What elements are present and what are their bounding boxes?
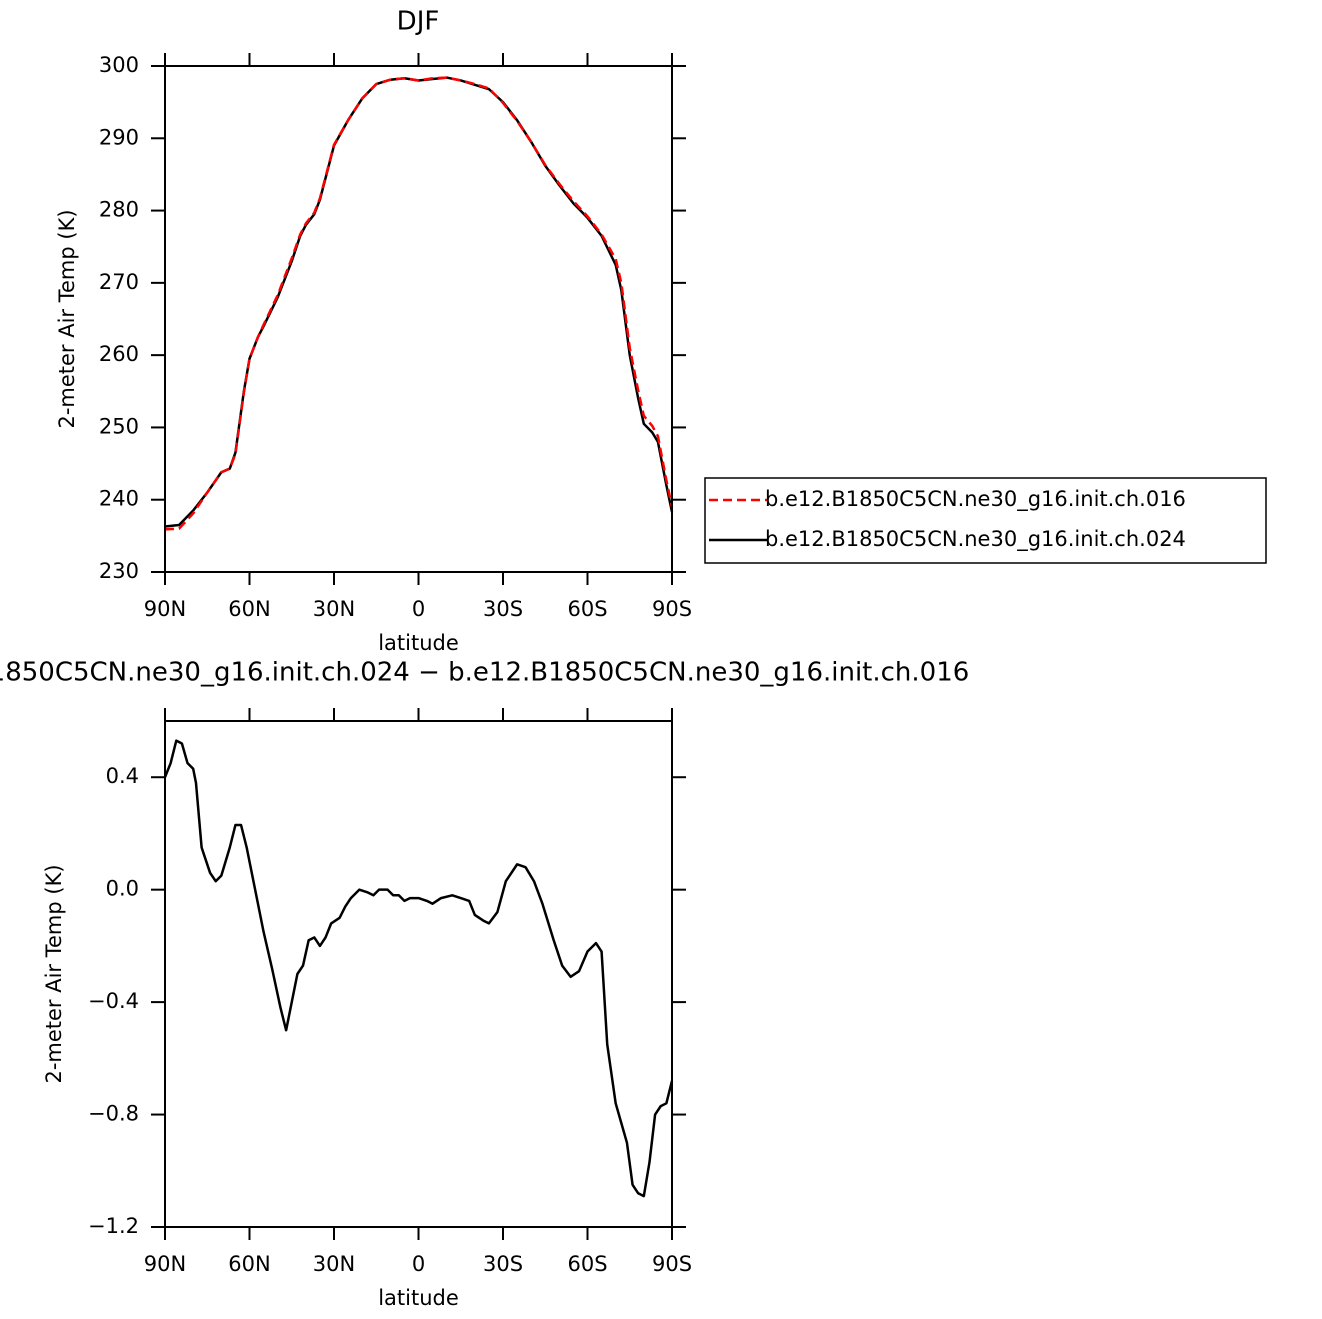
y-tick-label: −0.4 [88,989,139,1013]
x-tick-label: 60S [567,597,607,621]
legend-label: b.e12.B1850C5CN.ne30_g16.init.ch.016 [765,487,1186,512]
x-tick-label: 30N [313,597,355,621]
y-tick-label: −1.2 [88,1214,139,1238]
legend-label: b.e12.B1850C5CN.ne30_g16.init.ch.024 [765,527,1186,552]
x-axis-label: latitude [378,631,459,655]
x-tick-label: 30S [483,597,523,621]
y-tick-label: 300 [99,53,139,77]
y-tick-label: 280 [99,198,139,222]
x-axis-label: latitude [378,1286,459,1310]
x-tick-label: 90N [144,1252,186,1276]
x-tick-label: 30N [313,1252,355,1276]
y-tick-label: 240 [99,487,139,511]
y-axis-label: 2-meter Air Temp (K) [42,864,66,1083]
x-tick-label: 60S [567,1252,607,1276]
x-tick-label: 0 [412,1252,425,1276]
y-tick-label: 250 [99,414,139,438]
x-tick-label: 0 [412,597,425,621]
x-tick-label: 90N [144,597,186,621]
plot-frame [164,720,673,1228]
plot-frame [164,65,673,573]
y-tick-label: 270 [99,270,139,294]
x-tick-label: 90S [652,1252,692,1276]
y-tick-label: 290 [99,125,139,149]
data-line [164,76,674,528]
y-tick-label: 230 [99,559,139,583]
y-tick-label: 0.0 [106,877,139,901]
y-tick-label: 260 [99,342,139,366]
data-line [164,76,674,531]
y-tick-label: 0.4 [106,764,139,788]
x-tick-label: 90S [652,597,692,621]
chart-title: b.e12.B1850C5CN.ne30_g16.init.ch.024 − b… [0,658,969,688]
x-tick-label: 30S [483,1252,523,1276]
y-tick-label: −0.8 [88,1102,139,1126]
data-line [163,739,674,1198]
x-tick-label: 60N [228,597,270,621]
y-axis-label: 2-meter Air Temp (K) [55,209,79,428]
chart-title: DJF [397,7,440,37]
legend-box [704,477,1267,564]
x-tick-label: 60N [228,1252,270,1276]
